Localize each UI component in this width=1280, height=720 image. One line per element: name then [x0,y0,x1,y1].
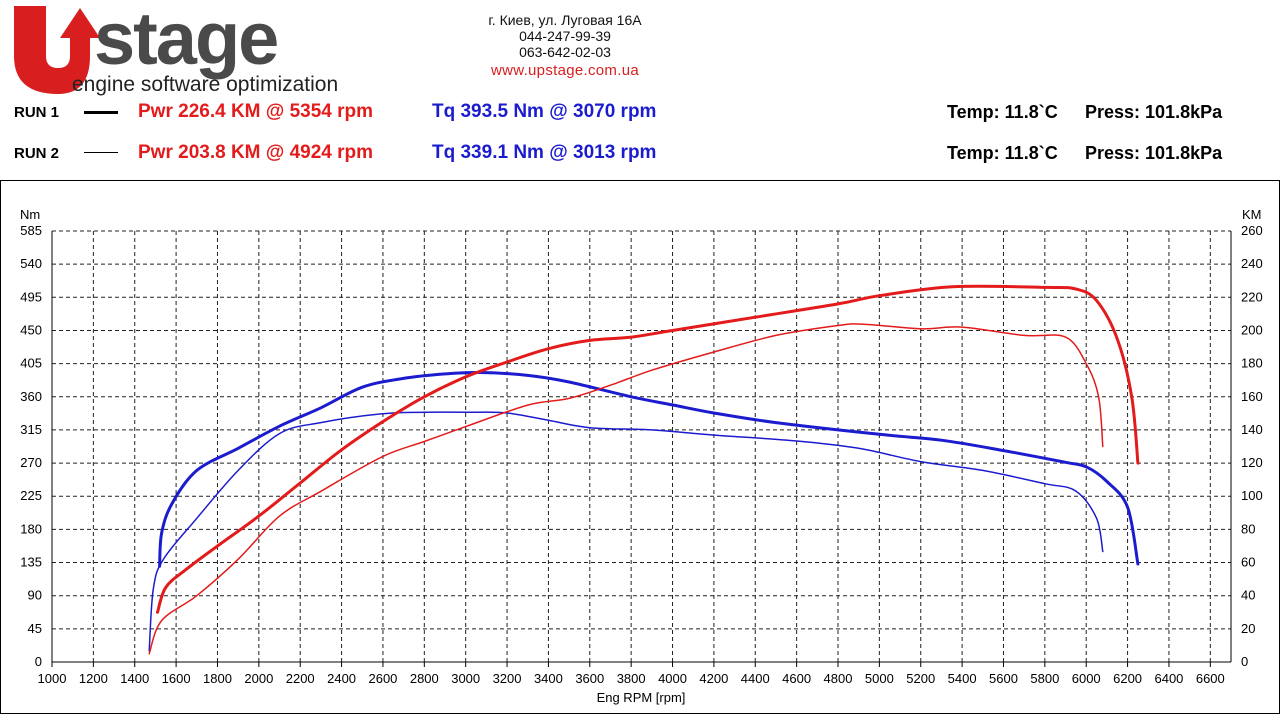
x-tick-label: 2200 [286,671,315,686]
run-2-pressure: Press: 101.8kPa [1085,143,1223,163]
x-tick-label: 6600 [1196,671,1225,686]
run-1-temperature: Temp: 11.8`C [947,102,1058,122]
y-right-tick-label: 40 [1241,588,1255,603]
x-tick-label: 1000 [38,671,67,686]
y-left-tick-label: 270 [20,455,42,470]
x-tick-label: 3400 [534,671,563,686]
x-tick-label: 6400 [1154,671,1183,686]
run-1-pressure: Press: 101.8kPa [1085,102,1223,122]
y-left-tick-label: 585 [20,223,42,238]
chart-grid [52,230,1231,662]
y-right-tick-label: 60 [1241,555,1255,570]
phone-2: 063-642-02-03 [519,44,611,60]
y-right-tick-label: 120 [1241,455,1263,470]
y-right-tick-label: 100 [1241,488,1263,503]
y-left-tick-label: 180 [20,521,42,536]
x-tick-label: 2000 [244,671,273,686]
y-left-tick-label: 360 [20,389,42,404]
run-2-temperature: Temp: 11.8`C [947,143,1058,163]
x-tick-label: 2800 [410,671,439,686]
y-left-tick-label: 540 [20,256,42,271]
run-1-torque-readout: Tq 393.5 Nm @ 3070 rpm [432,101,657,122]
upstage-logo: stage engine software optimization [6,0,426,105]
x-tick-label: 6000 [1072,671,1101,686]
x-tick-label: 1800 [203,671,232,686]
x-tick-label: 5800 [1030,671,1059,686]
y-right-tick-label: 160 [1241,389,1263,404]
y-right-tick-label: 0 [1241,654,1248,669]
left-axis-unit-label: Nm [20,207,40,222]
y-left-tick-label: 135 [20,555,42,570]
x-tick-label: 1400 [120,671,149,686]
right-axis-unit-label: KM [1242,207,1262,222]
y-right-tick-label: 200 [1241,322,1263,337]
contact-block: г. Киев, ул. Луговая 16А 044-247-99-39 0… [440,12,690,79]
y-right-tick-label: 220 [1241,289,1263,304]
y-left-tick-label: 90 [28,588,42,603]
y-left-tick-label: 315 [20,422,42,437]
y-right-tick-label: 80 [1241,521,1255,536]
website-link[interactable]: www.upstage.com.ua [491,62,639,79]
chart-series [148,284,1140,655]
pwr-run-2-curve [148,323,1104,655]
x-tick-label: 4600 [782,671,811,686]
x-tick-label: 4400 [741,671,770,686]
y-left-tick-label: 225 [20,488,42,503]
y-left-tick-label: 450 [20,322,42,337]
x-tick-label: 1600 [162,671,191,686]
x-tick-label: 2400 [327,671,356,686]
address-text: г. Киев, ул. Луговая 16А [488,12,642,28]
run-2-torque-readout: Tq 339.1 Nm @ 3013 rpm [432,142,657,163]
y-right-tick-label: 240 [1241,256,1263,271]
dyno-chart-frame: 0 45 90 135 180 225 270 315 360 405 450 495 540 585 0 2… [0,180,1280,714]
dyno-chart: 0 45 90 135 180 225 270 315 360 405 450 495 540 585 0 2… [20,207,1263,705]
tq-run-2-curve [148,411,1104,652]
x-tick-label: 3200 [493,671,522,686]
run-2-line-swatch [84,152,118,153]
y-right-tick-label: 140 [1241,422,1263,437]
x-tick-label: 3600 [575,671,604,686]
x-tick-label: 5600 [989,671,1018,686]
run-2-label: RUN 2 [14,145,60,162]
y-left-tick-label: 45 [28,621,42,636]
run-1-summary: RUN 1 Pwr 226.4 KM @ 5354 rpm Tq 393.5 N… [0,99,1280,125]
x-tick-label: 3800 [617,671,646,686]
x-tick-label: 4200 [699,671,728,686]
logo-tagline: engine software optimization [72,73,338,96]
y-right-tick-label: 180 [1241,356,1263,371]
run-2-summary: RUN 2 Pwr 203.8 KM @ 4924 rpm Tq 339.1 N… [0,140,1280,166]
y-left-tick-label: 495 [20,289,42,304]
x-tick-label: 1200 [79,671,108,686]
x-tick-label: 2600 [368,671,397,686]
tq-run-1-curve [158,370,1140,568]
upstage-logo-graphic: stage engine software optimization [14,0,338,96]
x-tick-label: 5000 [865,671,894,686]
y-right-tick-label: 260 [1241,223,1263,238]
x-axis-label: Eng RPM [rpm] [597,690,686,705]
run-1-line-swatch [84,111,118,114]
x-tick-label: 5400 [948,671,977,686]
x-tick-label: 3000 [451,671,480,686]
y-left-tick-label: 0 [35,654,42,669]
run-2-power-readout: Pwr 203.8 KM @ 4924 rpm [138,142,374,163]
x-tick-label: 4000 [658,671,687,686]
logo-u-arrow-icon [14,6,100,94]
x-tick-label: 4800 [824,671,853,686]
chart-axes: 0 45 90 135 180 225 270 315 360 405 450 495 540 585 0 2… [20,223,1262,686]
x-tick-label: 6200 [1113,671,1142,686]
logo-text: stage [94,2,277,80]
y-right-tick-label: 20 [1241,621,1255,636]
pwr-run-1-curve [156,284,1140,614]
run-1-label: RUN 1 [14,104,60,121]
x-tick-label: 5200 [906,671,935,686]
phone-1: 044-247-99-39 [519,28,611,44]
run-1-power-readout: Pwr 226.4 KM @ 5354 rpm [138,101,374,122]
y-left-tick-label: 405 [20,356,42,371]
